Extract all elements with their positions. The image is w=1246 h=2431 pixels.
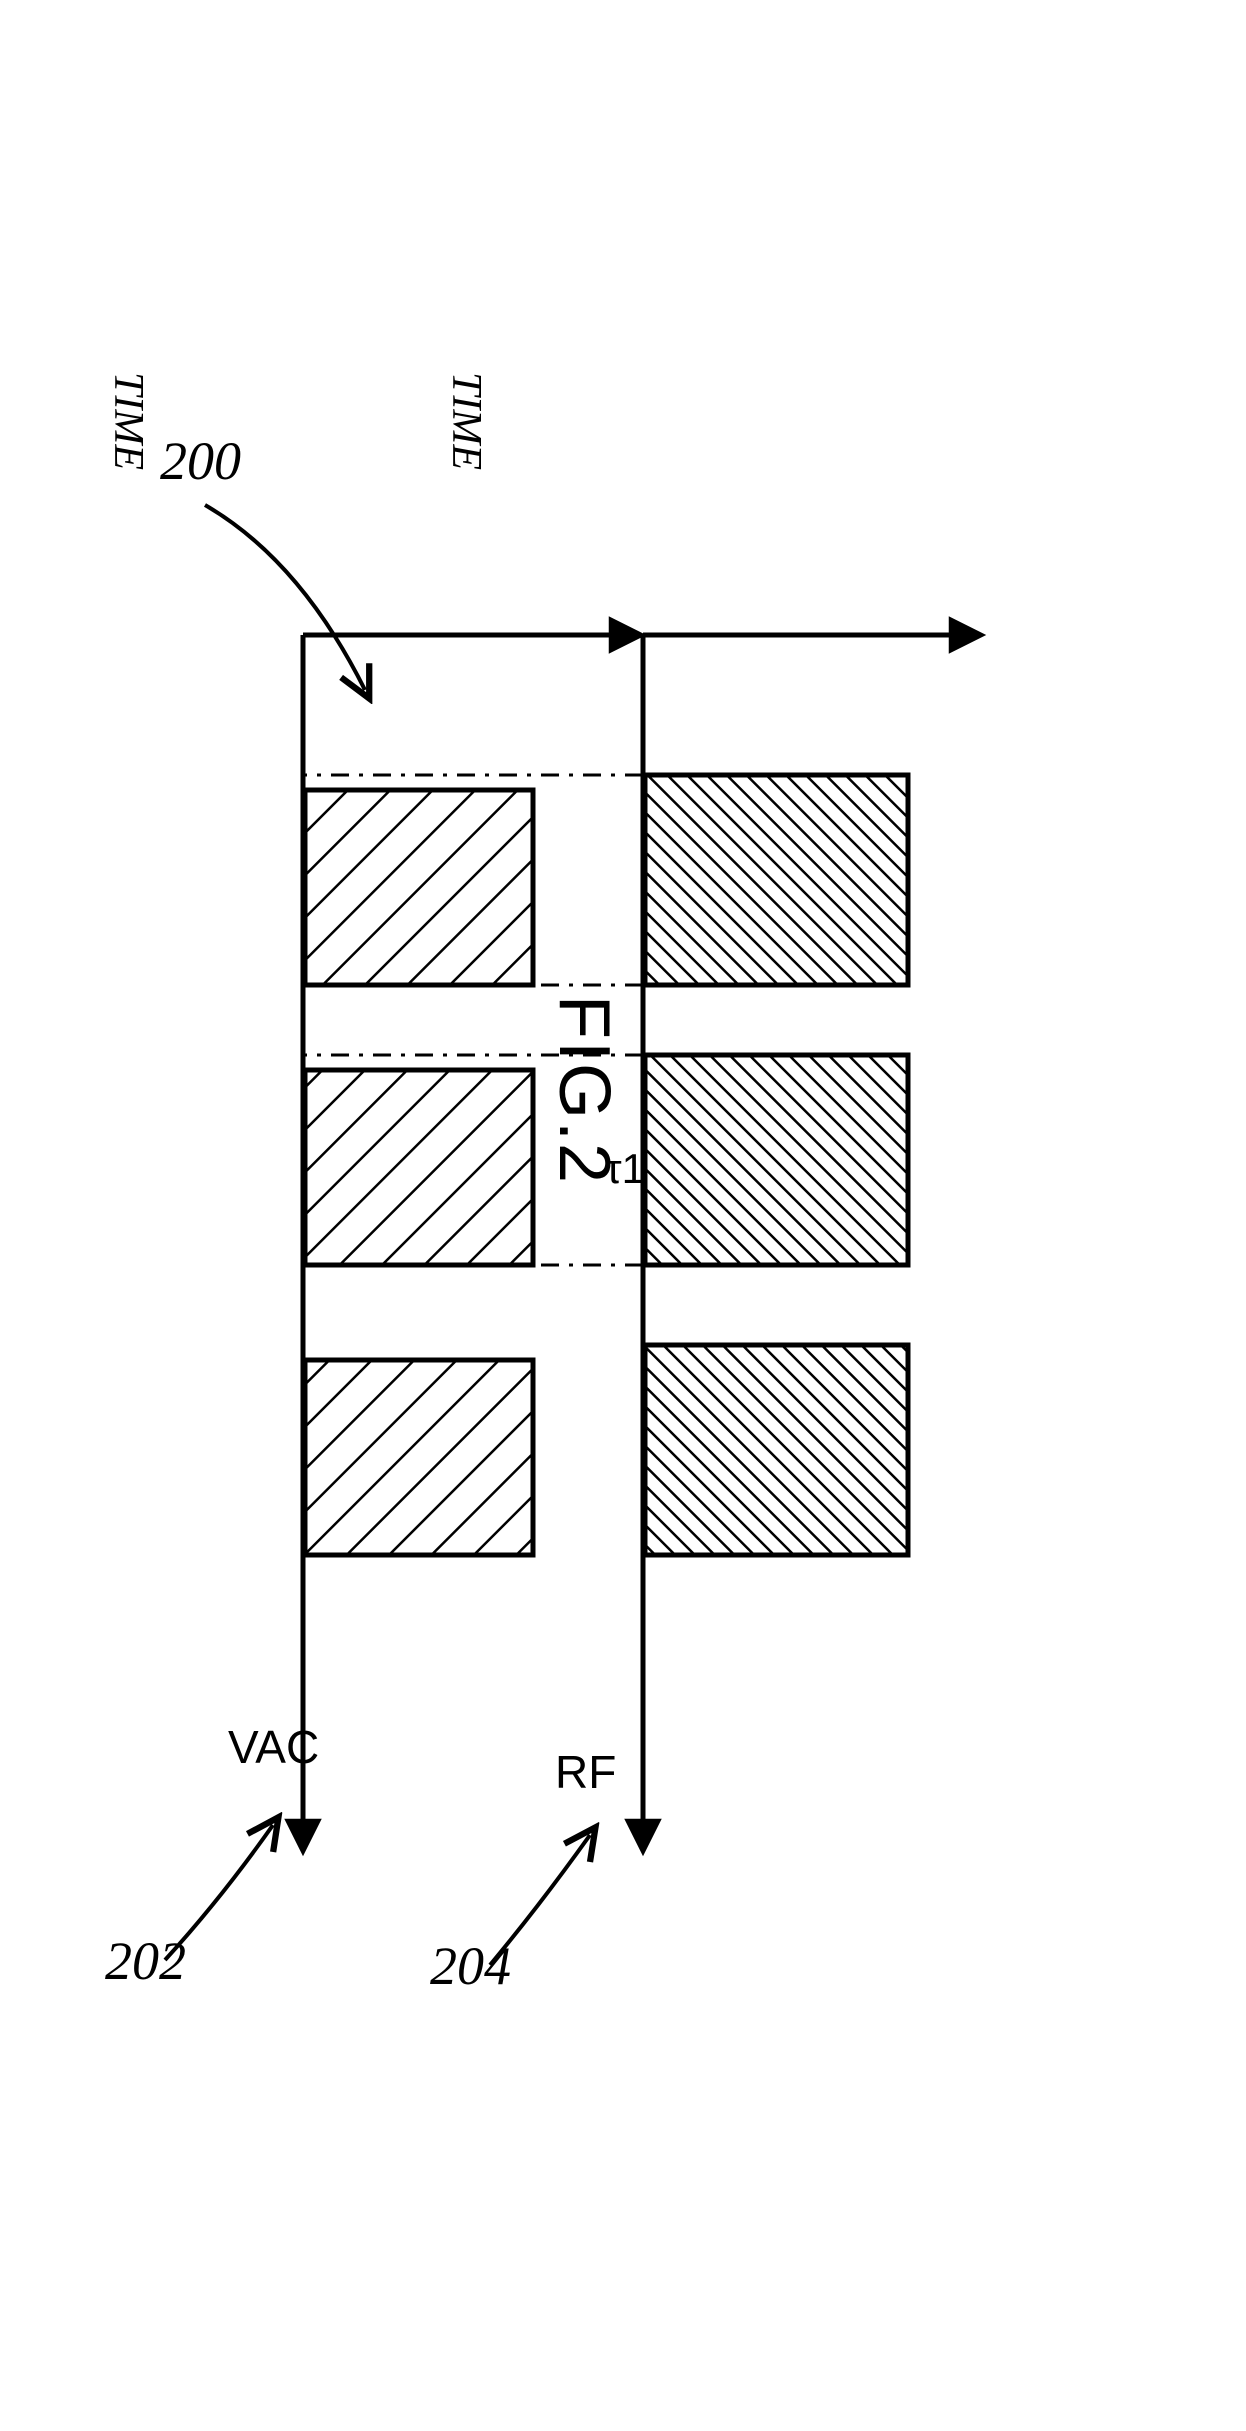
figure-2-timing-diagram: 200 202 204 VAC RF TIME TIME τ1 FIG.2 — [0, 0, 1246, 2431]
figure-caption: FIG.2 — [543, 995, 625, 1185]
ref-number-200: 200 — [160, 430, 241, 492]
vac-axis-label: VAC — [228, 1720, 319, 1774]
rf-axis-label: RF — [555, 1745, 616, 1799]
time-label-bottom-axis: TIME — [442, 372, 490, 470]
time-label-top-axis: TIME — [104, 372, 152, 470]
ref-number-204: 204 — [430, 1935, 511, 1997]
ref-number-202: 202 — [105, 1930, 186, 1992]
diagram-svg — [0, 0, 1246, 2431]
